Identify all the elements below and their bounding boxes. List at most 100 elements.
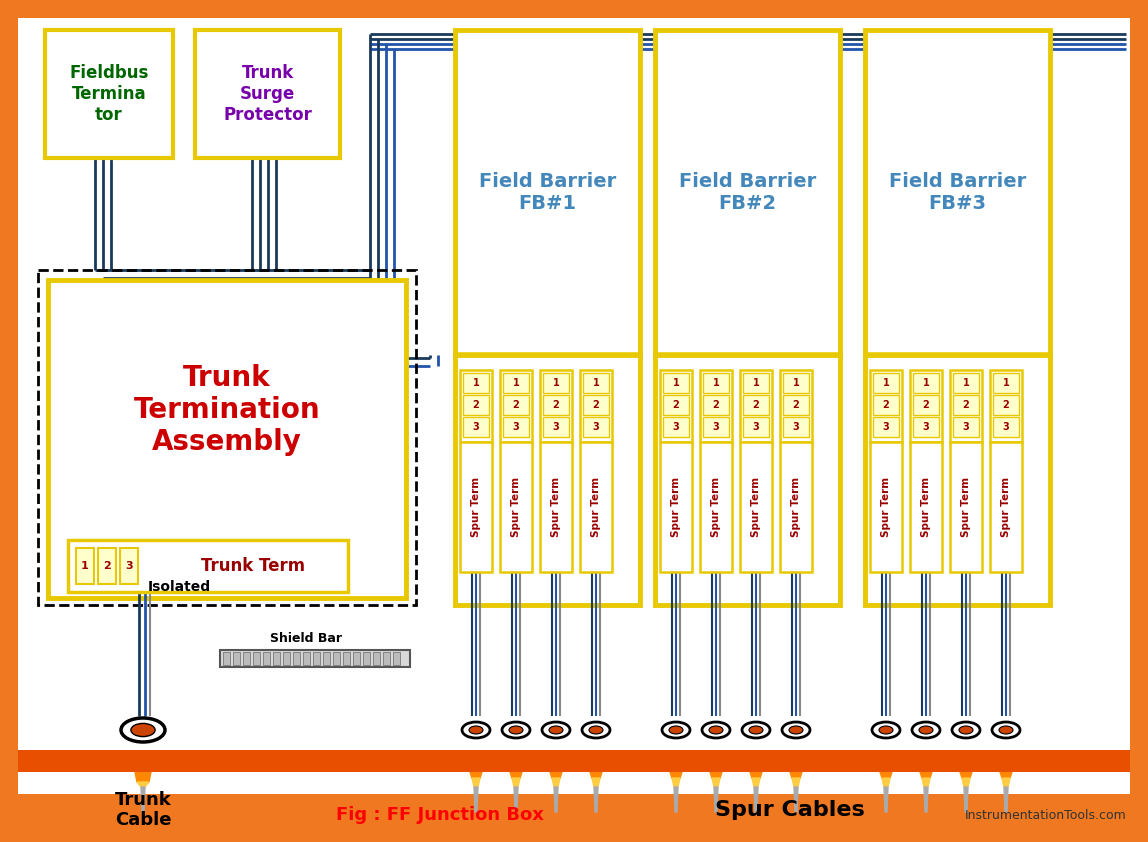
Bar: [740, 442, 771, 572]
Bar: [783, 373, 809, 393]
Bar: [913, 417, 939, 437]
Bar: [583, 417, 608, 437]
Bar: [743, 395, 769, 415]
Bar: [660, 370, 692, 442]
Bar: [223, 652, 230, 665]
Polygon shape: [514, 787, 518, 812]
Bar: [779, 442, 812, 572]
Text: Field Barrier
FB#3: Field Barrier FB#3: [889, 172, 1026, 213]
Bar: [913, 395, 939, 415]
Bar: [993, 373, 1019, 393]
Text: 2: 2: [103, 561, 111, 571]
Bar: [220, 650, 410, 667]
Bar: [870, 442, 902, 572]
Polygon shape: [137, 782, 149, 787]
Ellipse shape: [121, 718, 165, 742]
Bar: [543, 417, 569, 437]
Text: 1: 1: [513, 378, 519, 388]
Text: Spur Cables: Spur Cables: [715, 800, 864, 820]
Bar: [990, 370, 1022, 442]
Bar: [583, 373, 608, 393]
Polygon shape: [714, 787, 718, 812]
Bar: [68, 540, 348, 592]
Text: 2: 2: [923, 400, 930, 410]
Polygon shape: [141, 787, 145, 812]
Ellipse shape: [701, 722, 730, 738]
Ellipse shape: [662, 722, 690, 738]
Text: 2: 2: [883, 400, 890, 410]
Bar: [664, 395, 689, 415]
Bar: [993, 395, 1019, 415]
Bar: [48, 280, 406, 598]
Polygon shape: [924, 787, 928, 812]
Polygon shape: [752, 778, 760, 787]
Bar: [870, 370, 902, 442]
Polygon shape: [552, 778, 560, 787]
Polygon shape: [512, 778, 520, 787]
Text: 2: 2: [963, 400, 969, 410]
Bar: [913, 373, 939, 393]
Ellipse shape: [509, 726, 523, 734]
Text: Spur Term: Spur Term: [1001, 477, 1011, 537]
Polygon shape: [922, 778, 930, 787]
Bar: [953, 373, 979, 393]
Bar: [872, 395, 899, 415]
Ellipse shape: [742, 722, 770, 738]
Text: 2: 2: [673, 400, 680, 410]
Bar: [872, 417, 899, 437]
Bar: [393, 652, 400, 665]
Bar: [743, 373, 769, 393]
Bar: [333, 652, 340, 665]
Polygon shape: [960, 772, 972, 778]
Bar: [783, 395, 809, 415]
Ellipse shape: [879, 726, 893, 734]
Text: Shield Bar: Shield Bar: [270, 632, 342, 644]
Bar: [243, 652, 250, 665]
Bar: [951, 442, 982, 572]
Text: 2: 2: [753, 400, 759, 410]
Text: 3: 3: [552, 422, 559, 432]
Text: Trunk
Termination
Assembly: Trunk Termination Assembly: [133, 364, 320, 456]
Bar: [656, 355, 840, 605]
Bar: [580, 370, 612, 442]
Polygon shape: [964, 787, 968, 812]
Ellipse shape: [992, 722, 1021, 738]
Text: Spur Term: Spur Term: [751, 477, 761, 537]
Polygon shape: [474, 787, 478, 812]
Polygon shape: [1000, 772, 1013, 778]
Bar: [953, 417, 979, 437]
Bar: [953, 395, 979, 415]
Bar: [463, 417, 489, 437]
Bar: [783, 417, 809, 437]
Bar: [455, 30, 639, 355]
Polygon shape: [920, 772, 932, 778]
Polygon shape: [670, 772, 682, 778]
Text: 2: 2: [792, 400, 799, 410]
Bar: [656, 30, 840, 355]
Bar: [951, 370, 982, 442]
Bar: [18, 750, 1130, 772]
Bar: [743, 417, 769, 437]
Bar: [352, 652, 360, 665]
Text: 1: 1: [552, 378, 559, 388]
Ellipse shape: [470, 726, 483, 734]
Ellipse shape: [920, 726, 933, 734]
Text: 3: 3: [125, 561, 133, 571]
Bar: [872, 373, 899, 393]
Polygon shape: [1002, 778, 1010, 787]
Polygon shape: [750, 772, 762, 778]
Polygon shape: [790, 772, 802, 778]
Text: 1: 1: [883, 378, 890, 388]
Ellipse shape: [549, 726, 563, 734]
Bar: [98, 548, 116, 584]
Bar: [779, 370, 812, 442]
Text: Fig : FF Junction Box: Fig : FF Junction Box: [336, 806, 544, 824]
Bar: [313, 652, 320, 665]
Bar: [540, 442, 572, 572]
Polygon shape: [962, 778, 970, 787]
Text: Spur Term: Spur Term: [551, 477, 561, 537]
Text: Spur Term: Spur Term: [511, 477, 521, 537]
Text: 3: 3: [592, 422, 599, 432]
Text: 1: 1: [673, 378, 680, 388]
Bar: [703, 373, 729, 393]
